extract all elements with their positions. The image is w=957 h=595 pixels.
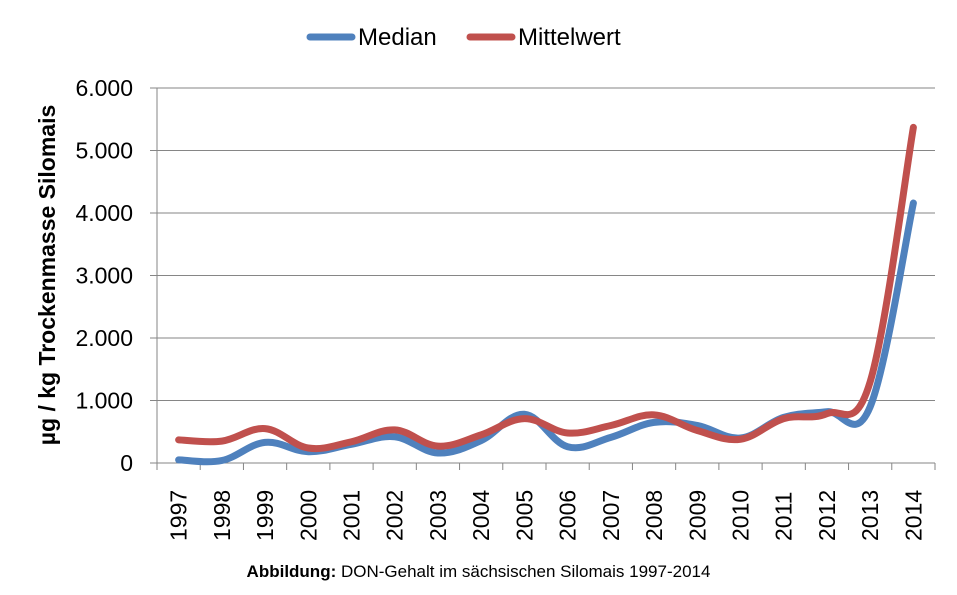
- x-tick-label: 2006: [555, 490, 581, 541]
- x-tick-label: 2007: [598, 490, 624, 541]
- line-chart: 0 1.000 2.000 3.000 4.000 5.000 6.000 1997 1998…: [34, 24, 936, 541]
- y-tick-label: 3.000: [75, 263, 133, 289]
- x-tick-label: 2001: [339, 490, 365, 541]
- caption-text: DON-Gehalt im sächsischen Silomais 1997-…: [340, 562, 711, 581]
- x-tick-label: 1997: [166, 490, 192, 541]
- x-tick-label: 2011: [771, 492, 797, 541]
- x-tick-label: 2010: [728, 490, 754, 541]
- y-tick-label: 6.000: [75, 75, 133, 101]
- y-tick-label: 1.000: [75, 388, 133, 414]
- y-tick-labels: 0 1.000 2.000 3.000 4.000 5.000 6.000: [75, 75, 133, 476]
- y-tick-label: 5.000: [75, 138, 133, 164]
- gridlines: [157, 87, 935, 401]
- y-tick-label: 0: [120, 450, 133, 476]
- x-tick-label: 2002: [382, 490, 408, 541]
- x-tick-label: 1999: [252, 490, 278, 541]
- x-tick-label: 2012: [814, 490, 840, 541]
- caption-label: Abbildung:: [246, 562, 337, 581]
- x-tick-label: 2003: [425, 490, 451, 541]
- series-line-mittelwert: [175, 123, 917, 453]
- x-tick-label: 1998: [209, 490, 235, 541]
- y-axis-label: µg / kg Trockenmasse Silomais: [34, 105, 60, 446]
- x-tick-label: 2000: [295, 490, 321, 541]
- x-tick-label: 2008: [641, 490, 667, 541]
- series-lines: [175, 123, 917, 466]
- x-tick-labels: 1997 1998 1999 2000 2001 2002 2003 2004 2005 2006…: [166, 490, 927, 541]
- axes: [150, 87, 936, 470]
- x-tick-label: 2013: [857, 490, 883, 541]
- x-tick-label: 2005: [511, 490, 537, 541]
- figure-caption: Abbildung: DON-Gehalt im sächsischen Sil…: [0, 562, 957, 582]
- legend-label-mittelwert: Mittelwert: [518, 24, 621, 51]
- x-tick-label: 2004: [468, 490, 494, 541]
- y-tick-label: 2.000: [75, 325, 133, 351]
- legend-label-median: Median: [358, 24, 437, 51]
- x-tick-label: 2009: [684, 490, 710, 541]
- legend: Median Mittelwert: [306, 24, 621, 51]
- y-tick-label: 4.000: [75, 200, 133, 226]
- x-tick-label: 2014: [900, 490, 926, 541]
